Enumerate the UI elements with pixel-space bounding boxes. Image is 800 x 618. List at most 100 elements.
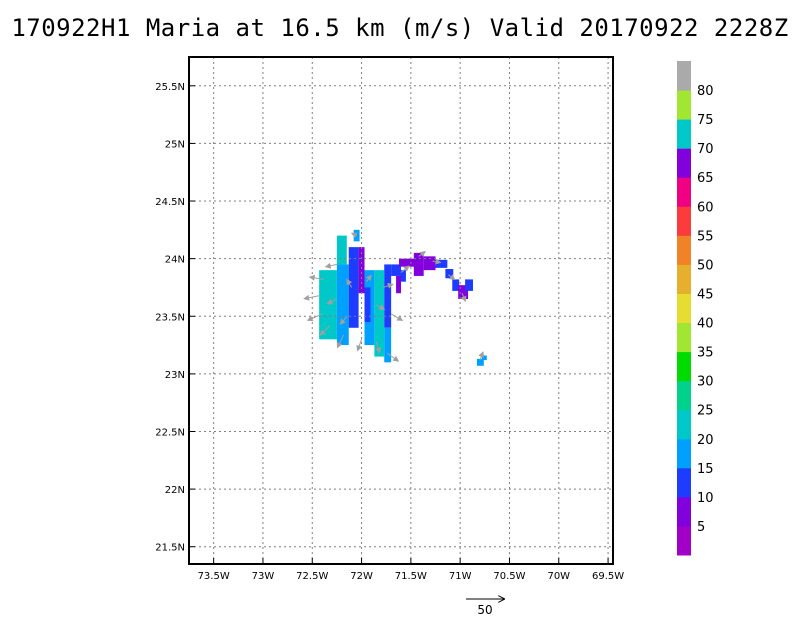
colorbar-swatch (677, 206, 691, 236)
wind-cell (401, 270, 406, 282)
lat-tick-label: 25N (165, 139, 185, 150)
wind-cell (465, 279, 473, 291)
colorbar-label: 10 (697, 491, 714, 506)
wind-speed-cells (319, 229, 487, 366)
wind-cell (319, 270, 337, 340)
colorbar-label: 5 (697, 520, 705, 535)
wind-cell (384, 327, 392, 363)
colorbar-label: 70 (697, 142, 714, 157)
wind-vector (418, 250, 426, 257)
wind-vector (375, 341, 382, 354)
wind-cell (396, 275, 401, 294)
colorbar-swatch (677, 496, 691, 527)
wind-cell (391, 264, 401, 276)
colorbar-label: 25 (697, 404, 714, 419)
chart-title: 170922H1 Maria at 16.5 km (m/s) Valid 20… (11, 14, 789, 42)
map-grid (189, 57, 613, 564)
wind-cell (348, 247, 359, 328)
colorbar-label: 30 (697, 375, 714, 390)
wind-cell (384, 264, 392, 328)
colorbar-swatch (677, 525, 691, 556)
wind-vector (478, 351, 485, 361)
colorbar-label: 45 (697, 287, 714, 302)
colorbar-label: 20 (697, 433, 714, 448)
colorbar-swatch (677, 235, 691, 265)
colorbar-swatch (677, 61, 691, 91)
reference-vector-label: 50 (477, 603, 492, 617)
wind-vector (308, 274, 325, 281)
wind-cell (399, 258, 416, 267)
wind-cell (336, 235, 347, 265)
wind-vector (390, 313, 404, 321)
wind-vector (339, 315, 348, 326)
lon-tick-label: 71.5W (395, 571, 427, 582)
wind-cell (481, 355, 487, 361)
wind-cell (364, 287, 371, 323)
wind-cell (358, 247, 365, 294)
lon-tick-label: 72.5W (296, 571, 328, 582)
wind-cell (353, 229, 360, 242)
colorbar-label: 60 (697, 200, 714, 215)
wind-cell (413, 252, 424, 276)
wind-cell (476, 358, 484, 366)
colorbar-swatch (677, 438, 691, 469)
lat-tick-label: 21.5N (155, 543, 185, 554)
colorbar-swatch (677, 380, 691, 411)
reference-vector: 50 (466, 599, 504, 617)
latitude-axis: 21.5N 22N 22.5N 23N 23.5N 24N 24.5N 25N 25.5N (155, 82, 195, 554)
wind-vector (306, 313, 323, 322)
lat-tick-label: 23N (165, 370, 185, 381)
lon-tick-label: 71W (449, 571, 472, 582)
lat-tick-label: 24N (165, 255, 185, 266)
lon-tick-label: 70W (547, 571, 570, 582)
wind-vector (326, 298, 338, 305)
lat-tick-label: 24.5N (155, 197, 185, 208)
wind-vector (319, 325, 331, 336)
colorbar-swatch (677, 467, 691, 498)
wind-cell (374, 270, 385, 357)
lat-tick-label: 23.5N (155, 312, 185, 323)
lat-tick-label: 22.5N (155, 427, 185, 438)
lat-tick-label: 22N (165, 485, 185, 496)
lon-tick-label: 73W (252, 571, 275, 582)
colorbar-label: 40 (697, 317, 714, 332)
colorbar-swatch (677, 148, 691, 178)
wind-vector (432, 258, 442, 265)
colorbar-label: 55 (697, 229, 714, 244)
lon-tick-label: 73.5W (198, 571, 230, 582)
wind-cell (445, 269, 454, 279)
wind-vector (365, 274, 372, 282)
wind-cell (423, 256, 436, 271)
wind-vector (346, 278, 353, 288)
wind-vector (448, 274, 456, 281)
colorbar-label: 65 (697, 171, 714, 186)
wind-vector (386, 352, 400, 362)
colorbar-swatch (677, 293, 691, 324)
wind-cell (336, 264, 349, 346)
map-frame (188, 56, 614, 565)
wind-vector (356, 339, 363, 352)
colorbar-label: 75 (697, 113, 714, 128)
colorbar-label: 50 (697, 258, 714, 273)
colorbar-swatch (677, 264, 691, 294)
wind-vector (400, 265, 410, 273)
colorbar-label: 15 (697, 462, 714, 477)
lon-tick-label: 69.5W (592, 571, 624, 582)
colorbar-swatch (677, 119, 691, 149)
wind-cell (452, 279, 460, 291)
wind-vector (460, 293, 467, 303)
colorbar-label: 35 (697, 346, 714, 361)
wind-vector (324, 262, 338, 269)
wind-vector (336, 334, 345, 349)
wind-vector (350, 232, 358, 239)
wind-vectors (303, 232, 485, 362)
colorbar-swatch (677, 177, 691, 207)
longitude-axis: 73.5W 73W 72.5W 72W 71.5W 71W 70.5W 70W 69.5W (198, 558, 624, 582)
wind-vector (383, 282, 394, 289)
lon-tick-label: 70.5W (493, 571, 525, 582)
wind-vector (376, 304, 386, 311)
wind-vector (303, 294, 321, 301)
colorbar-swatch (677, 351, 691, 382)
colorbar-swatch (677, 322, 691, 353)
